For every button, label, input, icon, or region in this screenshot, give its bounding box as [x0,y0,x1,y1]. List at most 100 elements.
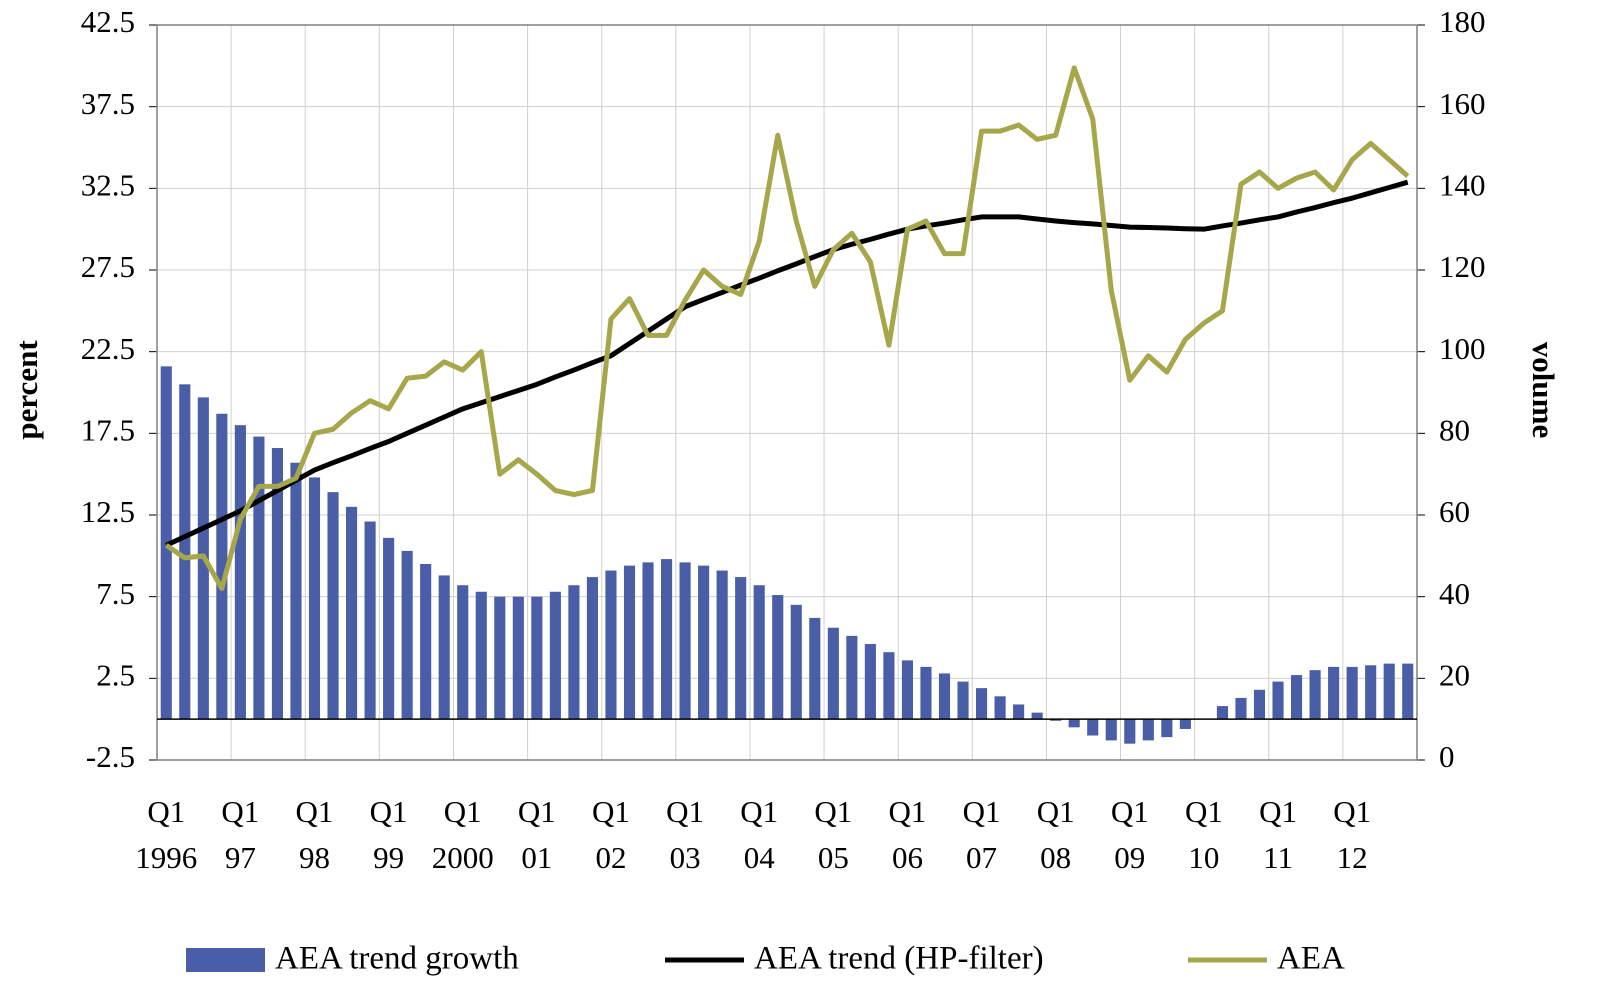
y2-tick-label: 80 [1439,412,1470,447]
x-tick-label: 2000 [432,840,494,875]
bar [586,577,598,720]
x-tick-label: Q1 [296,794,334,829]
x-tick-label: Q1 [814,794,852,829]
x-tick-label: Q1 [1037,794,1075,829]
y-axis-title: percent [9,340,44,440]
bar [216,413,228,720]
bar [735,577,747,720]
bar [846,635,858,720]
bar [364,521,376,720]
x-tick-label: 12 [1337,840,1368,875]
bar [938,673,951,720]
bar [1346,666,1358,720]
bar [346,506,358,720]
bar [753,585,765,720]
bar [1365,665,1377,720]
x-tick-label: 08 [1040,840,1071,875]
bar [1328,666,1340,720]
x-tick-label: 02 [595,840,626,875]
bar [901,660,913,720]
x-tick-label: Q1 [1185,794,1223,829]
bar [1068,719,1080,728]
bar [716,570,728,720]
y-tick-label: 22.5 [81,331,135,366]
bar [234,425,246,720]
y-tick-label: 32.5 [81,167,135,202]
bar [642,562,654,720]
x-tick-label: Q1 [1333,794,1371,829]
x-tick-label: 04 [744,840,776,875]
bar [308,477,321,720]
x-tick-label: 11 [1263,840,1293,875]
x-tick-label: Q1 [666,794,704,829]
bar [1050,719,1062,721]
bar [994,696,1006,720]
bar [271,448,283,720]
bar [1309,670,1321,720]
bar [327,492,339,720]
bar [883,652,895,720]
legend-label: AEA trend (HP-filter) [754,941,1044,977]
bar [290,462,302,720]
bar [1272,681,1284,720]
bar [531,596,543,720]
x-tick-label: Q1 [1111,794,1149,829]
bar [253,436,265,720]
bar [957,681,969,720]
y2-tick-label: 180 [1439,4,1486,39]
bar [1142,719,1154,741]
y-tick-label: 17.5 [81,412,135,447]
x-tick-label: Q1 [592,794,630,829]
bar [864,644,876,720]
bar [1291,675,1303,720]
x-tick-label: 10 [1188,840,1219,875]
bar [790,604,802,720]
x-tick-label: 99 [373,840,404,875]
plot-frame [156,24,1418,761]
x-tick-label: 05 [818,840,849,875]
line [164,65,1410,591]
y2-tick-label: 60 [1439,494,1470,529]
bar [623,565,636,720]
bar [698,565,710,720]
bar [438,575,450,720]
y2-tick-label: 20 [1439,657,1470,692]
x-tick-label: Q1 [1259,794,1297,829]
y-tick-label: 2.5 [96,657,135,692]
y-tick-label: -2.5 [86,739,135,774]
y2-tick-label: 160 [1439,86,1486,121]
bar [512,596,524,720]
bar [976,688,988,720]
x-tick-label: Q1 [518,794,556,829]
bar [383,537,395,720]
y-tick-label: 37.5 [81,86,135,121]
bar [1161,719,1173,738]
bar [679,562,691,720]
bar [1216,706,1228,720]
x-tick-label: 07 [966,840,997,875]
x-tick-label: Q1 [444,794,482,829]
bar [1087,719,1099,736]
bar [179,384,191,720]
bar [1013,704,1025,720]
bar [827,627,839,720]
x-tick-label: 09 [1114,840,1145,875]
y2-tick-label: 100 [1439,331,1486,366]
x-tick-label: Q1 [370,794,408,829]
bar [809,617,821,720]
bar [1031,712,1043,720]
bar [549,591,561,720]
bar [1235,697,1247,720]
y2-tick-label: 140 [1439,167,1486,202]
bar [475,591,487,720]
bar [661,559,673,720]
bar [1105,719,1117,741]
x-tick-label: 1996 [135,840,197,875]
legend-label: AEA [1277,941,1345,977]
x-tick-label: Q1 [147,794,185,829]
legend-label: AEA trend growth [275,941,519,977]
bar [494,596,506,720]
bar [568,585,580,720]
bar [1402,663,1414,720]
